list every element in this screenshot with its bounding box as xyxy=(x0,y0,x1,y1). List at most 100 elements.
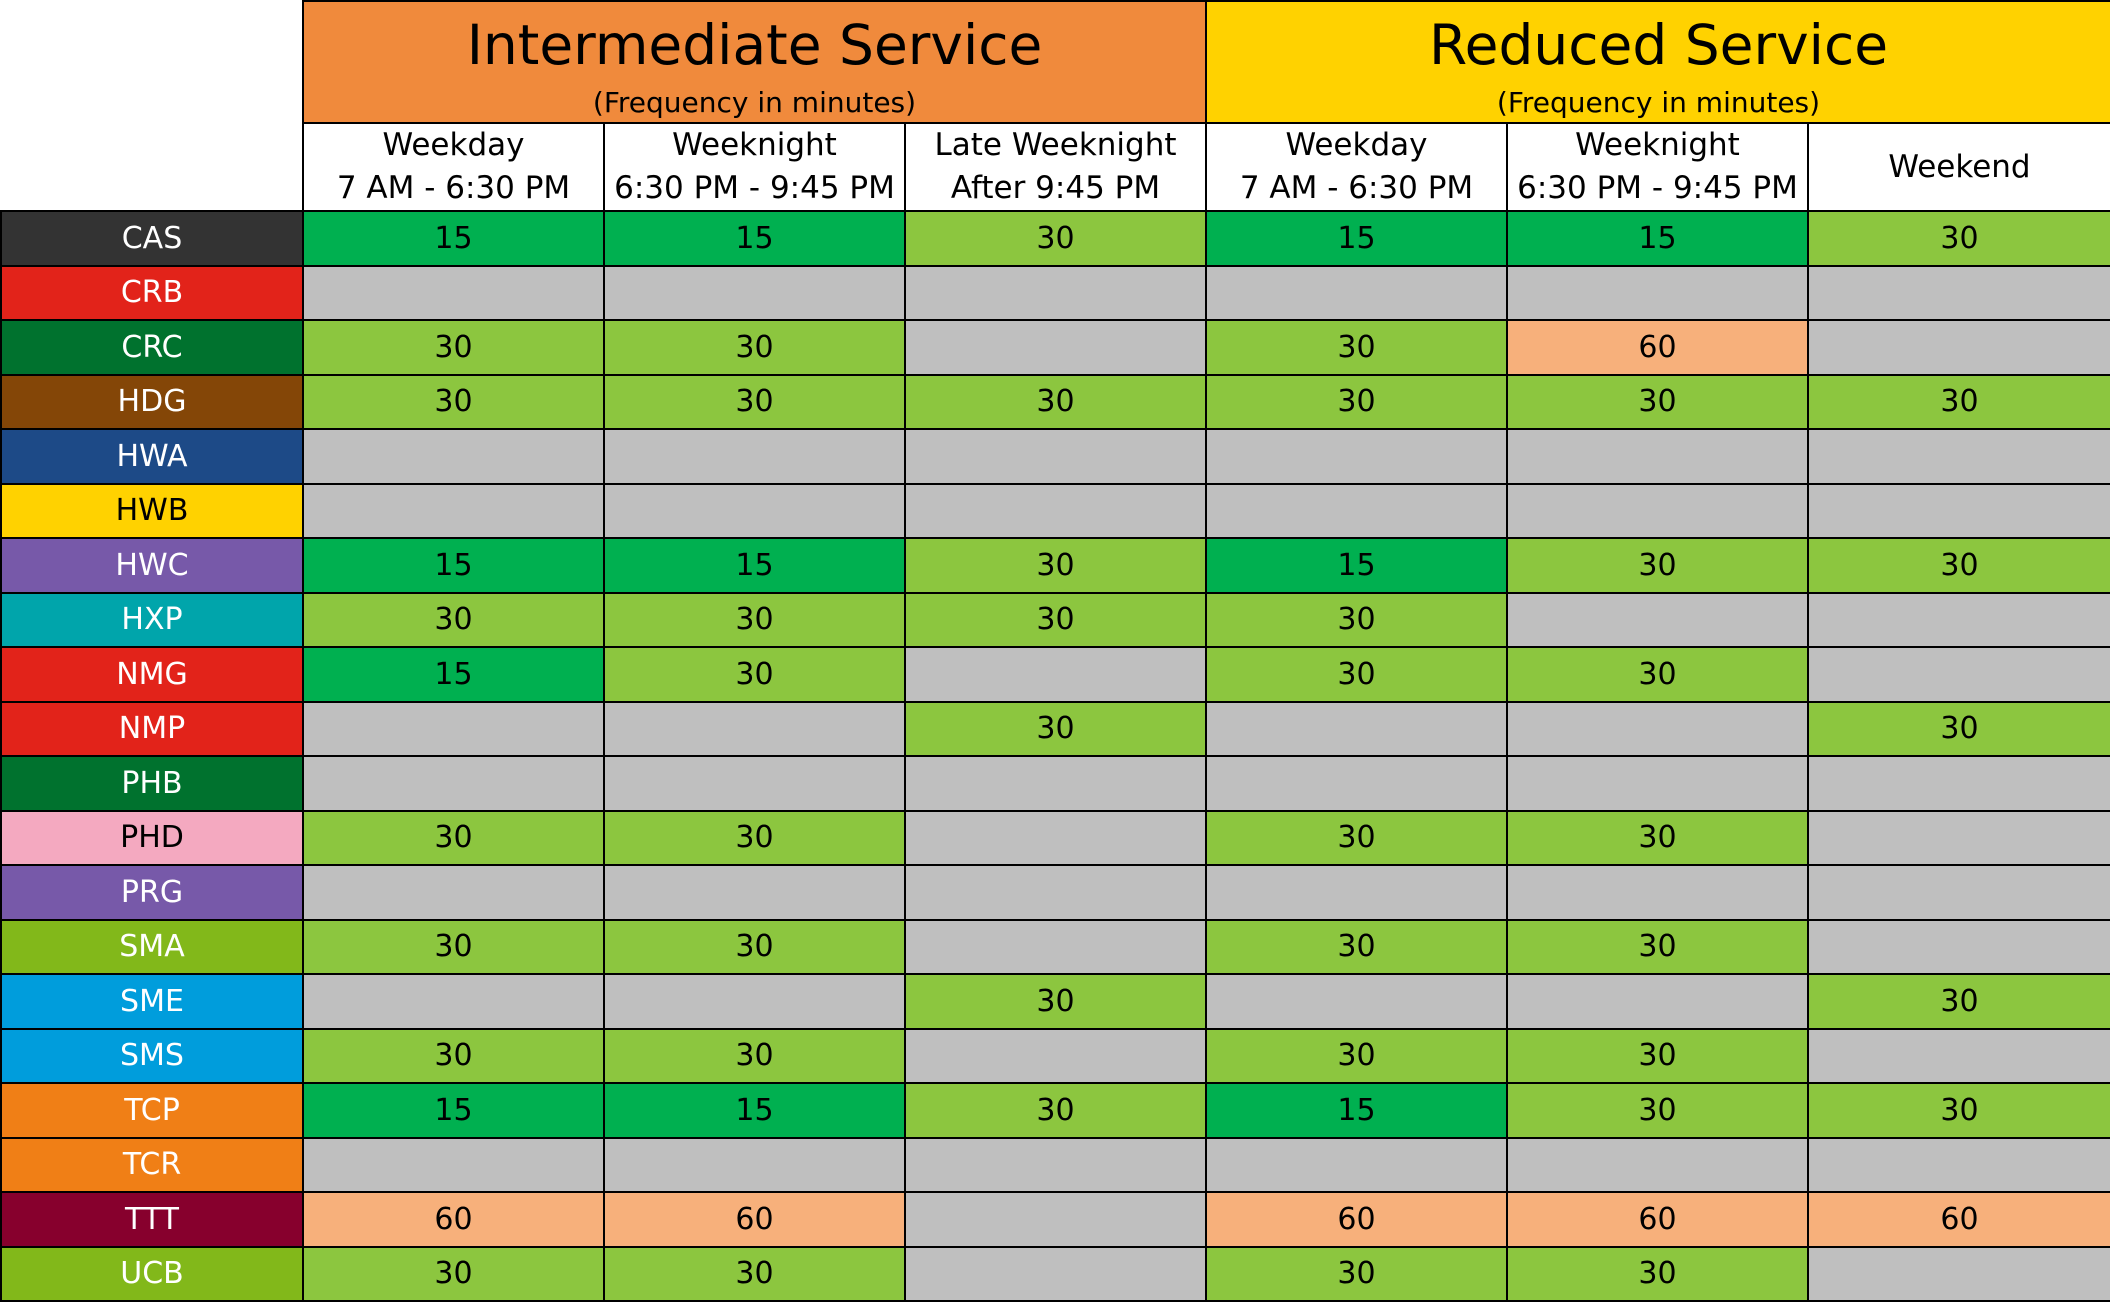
frequency-cell xyxy=(603,755,906,812)
frequency-cell: 15 xyxy=(1205,1082,1508,1139)
route-label: TTT xyxy=(0,1191,304,1248)
frequency-cell: 30 xyxy=(603,918,906,975)
col-header-line1: Weekday xyxy=(1285,127,1428,163)
frequency-cell xyxy=(904,755,1207,812)
frequency-cell: 30 xyxy=(1506,646,1809,703)
frequency-cell xyxy=(1807,1027,2110,1084)
frequency-cell: 15 xyxy=(1506,210,1809,267)
frequency-cell: 30 xyxy=(904,210,1207,267)
frequency-cell: 30 xyxy=(1506,1027,1809,1084)
corner-blank-2 xyxy=(1,123,303,211)
frequency-cell xyxy=(904,1136,1207,1193)
table-row: TTT 60 60 60 60 60 xyxy=(0,1191,2110,1248)
route-label: CAS xyxy=(0,210,304,267)
frequency-cell: 30 xyxy=(603,809,906,866)
col-header-intermediate-weekday: Weekday 7 AM - 6:30 PM xyxy=(302,122,605,212)
frequency-cell xyxy=(1205,264,1508,321)
frequency-cell xyxy=(1807,1136,2110,1193)
frequency-cell xyxy=(302,1136,605,1193)
frequency-cell: 60 xyxy=(1807,1191,2110,1248)
reduced-service-header: Reduced Service (Frequency in minutes) xyxy=(1205,0,2110,124)
frequency-cell: 30 xyxy=(302,591,605,648)
table-row: HWB xyxy=(0,482,2110,539)
frequency-cell: 30 xyxy=(1205,646,1508,703)
table-row: HWA xyxy=(0,428,2110,485)
frequency-cell: 30 xyxy=(302,319,605,376)
table-row: SMA 30 30 30 30 xyxy=(0,918,2110,975)
col-header-line2: 7 AM - 6:30 PM xyxy=(1239,170,1474,206)
frequency-cell xyxy=(1506,973,1809,1030)
route-label: HWB xyxy=(0,482,304,539)
route-label: SME xyxy=(0,973,304,1030)
col-header-line2: 7 AM - 6:30 PM xyxy=(336,170,571,206)
route-label: PHB xyxy=(0,755,304,812)
frequency-cell: 30 xyxy=(904,973,1207,1030)
frequency-cell: 30 xyxy=(1506,809,1809,866)
table-row: CRC 30 30 30 60 xyxy=(0,319,2110,376)
col-header-reduced-weeknight: Weeknight 6:30 PM - 9:45 PM xyxy=(1506,122,1809,212)
frequency-cell: 15 xyxy=(302,537,605,594)
frequency-cell: 30 xyxy=(1205,1027,1508,1084)
frequency-cell xyxy=(603,973,906,1030)
col-header-line1: Weeknight xyxy=(672,127,837,163)
frequency-cell xyxy=(1205,973,1508,1030)
frequency-cell xyxy=(1506,591,1809,648)
frequency-cell: 30 xyxy=(302,1027,605,1084)
frequency-cell: 30 xyxy=(302,1245,605,1302)
frequency-cell xyxy=(904,1027,1207,1084)
table-row: TCR xyxy=(0,1136,2110,1193)
table-row: SME 30 30 xyxy=(0,973,2110,1030)
frequency-cell xyxy=(1807,591,2110,648)
frequency-cell xyxy=(1807,646,2110,703)
frequency-cell xyxy=(603,864,906,921)
frequency-cell: 30 xyxy=(1807,1082,2110,1139)
route-label: CRB xyxy=(0,264,304,321)
table-row: NMP 30 30 xyxy=(0,700,2110,757)
frequency-cell xyxy=(904,319,1207,376)
frequency-cell xyxy=(1205,864,1508,921)
frequency-cell xyxy=(904,1191,1207,1248)
frequency-cell: 30 xyxy=(904,537,1207,594)
col-header-line1: Late Weeknight xyxy=(934,127,1177,163)
route-label: HXP xyxy=(0,591,304,648)
frequency-cell: 60 xyxy=(1506,319,1809,376)
intermediate-service-header: Intermediate Service (Frequency in minut… xyxy=(302,0,1207,124)
frequency-cell: 30 xyxy=(1205,319,1508,376)
frequency-cell: 15 xyxy=(1205,210,1508,267)
route-label: SMS xyxy=(0,1027,304,1084)
reduced-service-subtitle: (Frequency in minutes) xyxy=(1496,86,1821,119)
frequency-cell xyxy=(1506,482,1809,539)
col-header-line2: After 9:45 PM xyxy=(950,170,1161,206)
frequency-cell: 30 xyxy=(1205,809,1508,866)
table-row: TCP 15 15 30 15 30 30 xyxy=(0,1082,2110,1139)
frequency-cell xyxy=(302,973,605,1030)
frequency-cell: 30 xyxy=(1506,373,1809,430)
frequency-cell xyxy=(1506,1136,1809,1193)
frequency-cell: 60 xyxy=(1205,1191,1508,1248)
corner-blank xyxy=(1,1,303,123)
frequency-cell: 30 xyxy=(1506,918,1809,975)
frequency-cell xyxy=(1807,864,2110,921)
frequency-cell xyxy=(302,428,605,485)
route-label: SMA xyxy=(0,918,304,975)
frequency-cell xyxy=(302,700,605,757)
intermediate-service-title: Intermediate Service xyxy=(466,13,1043,77)
frequency-cell: 30 xyxy=(302,918,605,975)
route-label: UCB xyxy=(0,1245,304,1302)
frequency-cell xyxy=(1807,1245,2110,1302)
frequency-cell: 30 xyxy=(1807,700,2110,757)
frequency-cell xyxy=(603,264,906,321)
col-header-reduced-weekend: Weekend xyxy=(1807,122,2110,212)
frequency-cell xyxy=(904,1245,1207,1302)
frequency-cell: 15 xyxy=(603,537,906,594)
frequency-cell: 30 xyxy=(302,373,605,430)
frequency-cell: 60 xyxy=(1506,1191,1809,1248)
frequency-cell xyxy=(1807,755,2110,812)
route-label: TCP xyxy=(0,1082,304,1139)
frequency-cell xyxy=(603,428,906,485)
frequency-cell: 30 xyxy=(1205,373,1508,430)
table-row: HDG 30 30 30 30 30 30 xyxy=(0,373,2110,430)
table-row: HXP 30 30 30 30 xyxy=(0,591,2110,648)
frequency-cell: 30 xyxy=(603,1027,906,1084)
